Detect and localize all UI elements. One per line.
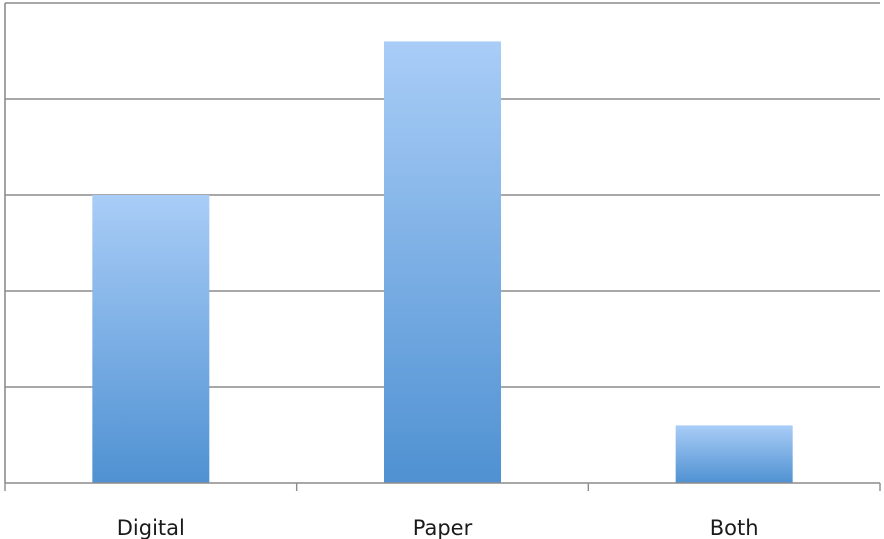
x-tick-label-paper: Paper	[413, 516, 473, 539]
x-tick-labels: Digital Paper Both	[117, 516, 759, 539]
bars	[92, 41, 793, 484]
bar-both	[675, 425, 793, 483]
x-axis	[4, 3, 881, 491]
x-tick-label-both: Both	[710, 516, 759, 539]
bar-paper	[384, 41, 501, 484]
bar-digital	[92, 195, 210, 483]
x-tick-label-digital: Digital	[117, 516, 185, 539]
